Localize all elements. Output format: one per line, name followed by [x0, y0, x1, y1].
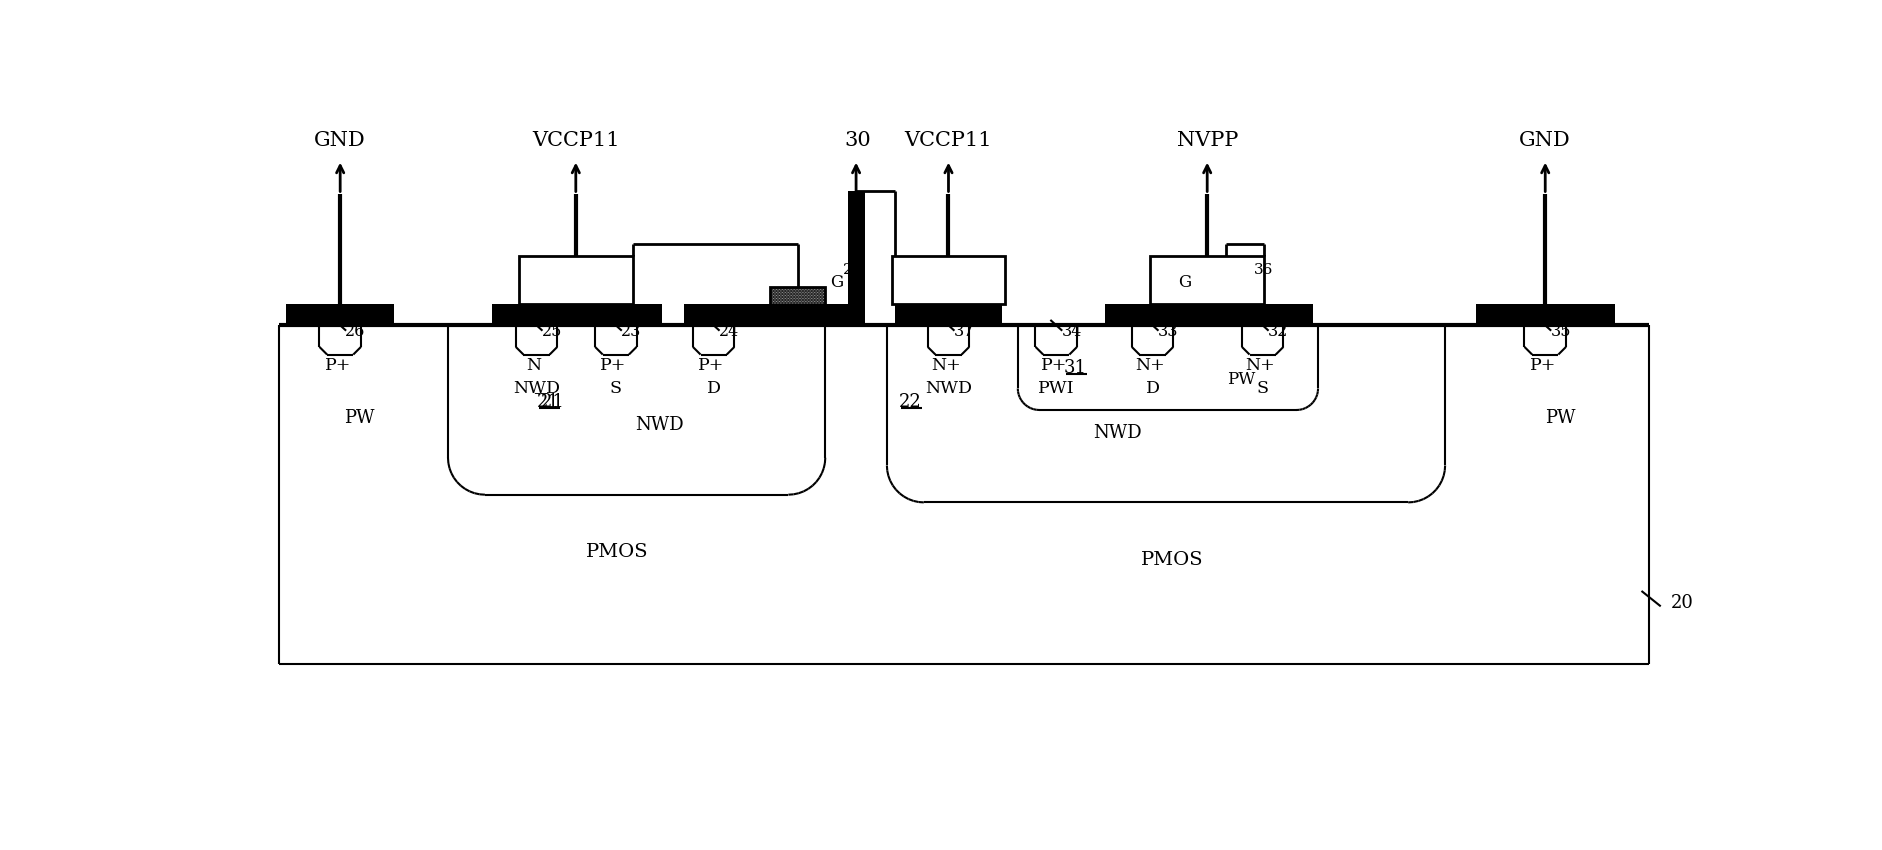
Text: 36: 36: [1253, 263, 1272, 277]
Text: PW: PW: [1227, 371, 1255, 388]
Text: NWD: NWD: [1093, 424, 1142, 442]
Text: NVPP: NVPP: [1176, 131, 1236, 150]
Text: 31: 31: [1063, 359, 1086, 377]
Text: 33: 33: [1157, 323, 1178, 340]
Text: NWD: NWD: [512, 380, 559, 397]
Text: NWD: NWD: [634, 416, 683, 434]
Text: 24: 24: [719, 323, 740, 340]
Text: 21: 21: [536, 394, 559, 411]
Text: ¯21: ¯21: [533, 394, 565, 411]
Text: G: G: [1178, 275, 1191, 292]
Text: G: G: [830, 275, 843, 292]
Text: P+: P+: [1041, 357, 1067, 374]
Text: N+: N+: [1135, 357, 1165, 374]
Text: 35: 35: [1549, 323, 1570, 340]
Bar: [1150, 256, 1263, 303]
Text: 34: 34: [1061, 323, 1082, 340]
Text: 32: 32: [1267, 323, 1287, 340]
Text: GND: GND: [1519, 131, 1570, 150]
Bar: [1105, 303, 1312, 326]
Bar: [683, 303, 864, 326]
Text: PMOS: PMOS: [585, 543, 647, 562]
Text: P+: P+: [1528, 357, 1555, 374]
Text: VCCP11: VCCP11: [903, 131, 992, 150]
Text: PMOS: PMOS: [1140, 551, 1203, 570]
Text: N+: N+: [1244, 357, 1274, 374]
Text: P+: P+: [324, 357, 350, 374]
Bar: [491, 303, 662, 326]
Text: D: D: [706, 380, 721, 397]
Text: N+: N+: [932, 357, 960, 374]
Text: NWD: NWD: [924, 380, 971, 397]
Text: 26: 26: [344, 323, 365, 340]
Text: 22: 22: [898, 394, 920, 411]
Text: 23: 23: [621, 323, 642, 340]
Text: D: D: [1144, 380, 1159, 397]
Text: PW: PW: [1545, 409, 1575, 427]
Bar: [890, 256, 1005, 303]
Bar: [847, 190, 864, 326]
Bar: [894, 303, 1001, 326]
Text: 37: 37: [952, 323, 973, 340]
Bar: [1475, 303, 1613, 326]
Bar: [770, 286, 824, 326]
Text: PW: PW: [344, 409, 375, 427]
Bar: [519, 256, 632, 303]
Text: 25: 25: [542, 323, 563, 340]
Text: 30: 30: [843, 131, 871, 150]
Bar: [1199, 286, 1253, 326]
Text: S: S: [1255, 380, 1268, 397]
Text: GND: GND: [314, 131, 365, 150]
Bar: [286, 303, 393, 326]
Text: P+: P+: [698, 357, 725, 374]
Text: P+: P+: [600, 357, 627, 374]
Text: 27: 27: [841, 263, 862, 277]
Text: PWI: PWI: [1037, 380, 1075, 397]
Text: VCCP11: VCCP11: [533, 131, 619, 150]
Text: 20: 20: [1669, 593, 1692, 611]
Text: S: S: [610, 380, 621, 397]
Text: N: N: [527, 357, 542, 374]
